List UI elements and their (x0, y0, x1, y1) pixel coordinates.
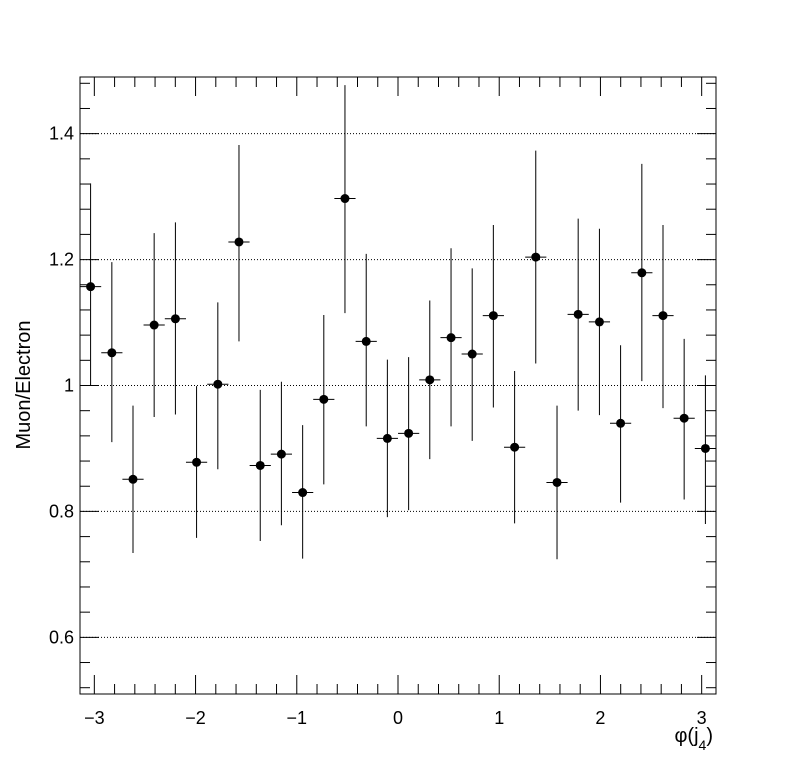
data-point (525, 150, 547, 364)
marker (404, 428, 414, 438)
data-point (185, 386, 208, 538)
marker (128, 474, 138, 484)
data-point (122, 405, 144, 553)
marker (149, 320, 159, 330)
data-point (631, 163, 653, 382)
marker (425, 375, 435, 385)
marker (467, 349, 477, 359)
data-point (249, 389, 271, 542)
marker (616, 418, 626, 428)
marker (340, 194, 350, 204)
y-tick-label: 1.2 (49, 250, 74, 270)
marker (446, 333, 456, 343)
marker (552, 477, 562, 487)
data-point (101, 262, 123, 443)
data-point (504, 371, 526, 524)
marker (234, 237, 244, 247)
x-tick-label: 3 (697, 708, 707, 728)
data-point (207, 302, 229, 470)
x-tick-label: −1 (287, 708, 308, 728)
data-point (482, 224, 504, 408)
marker (488, 311, 498, 321)
data-point (376, 359, 398, 518)
data-point (398, 357, 420, 511)
data-point (334, 85, 356, 314)
x-tick-label: 1 (494, 708, 504, 728)
data-point (164, 222, 187, 415)
data-point (588, 228, 611, 416)
data-point (567, 218, 589, 411)
data-point (270, 381, 292, 526)
y-tick-label: 0.6 (49, 627, 74, 647)
marker (319, 394, 329, 404)
data-point (673, 338, 695, 500)
marker (192, 457, 202, 467)
marker (255, 460, 265, 470)
marker (382, 433, 392, 443)
x-tick-label: 0 (393, 708, 403, 728)
marker (573, 309, 583, 319)
x-tick-label: 2 (595, 708, 605, 728)
marker (361, 336, 371, 346)
marker (170, 314, 180, 324)
data-point (419, 300, 441, 460)
marker (594, 317, 604, 327)
marker (679, 413, 689, 423)
axis-ticks (80, 77, 716, 694)
y-tick-label: 1.4 (49, 124, 74, 144)
data-point (292, 425, 314, 559)
marker (86, 282, 96, 292)
marker (637, 268, 647, 278)
x-tick-label: −3 (84, 708, 105, 728)
grid (80, 133, 716, 638)
x-axis-title-subscript: 4 (699, 737, 707, 753)
marker (107, 348, 117, 358)
x-axis-title-main: φ(j (674, 725, 698, 747)
marker (510, 442, 520, 452)
marker (276, 449, 286, 459)
data-point (461, 268, 483, 441)
marker (658, 311, 668, 321)
x-tick-labels: −3 −2 −1 0 1 2 3 (84, 708, 707, 728)
data-point (228, 144, 250, 342)
data-point (546, 405, 568, 560)
data-point (609, 345, 632, 503)
data-point (79, 183, 102, 386)
data-point (313, 314, 335, 485)
data-point (440, 248, 462, 427)
data-point (694, 375, 717, 525)
y-tick-label: 1 (64, 376, 74, 396)
x-axis-title-close: ) (706, 725, 713, 747)
x-axis-title: φ(j4) (674, 725, 713, 753)
y-tick-label: 0.8 (49, 501, 74, 521)
data-point (355, 253, 377, 427)
marker (213, 379, 223, 389)
marker (531, 252, 541, 262)
x-tick-label: −2 (185, 708, 206, 728)
marker (298, 488, 308, 498)
marker (700, 443, 710, 453)
data-point (652, 224, 674, 409)
data-points (79, 85, 717, 560)
y-axis-title: Muon/Electron (13, 321, 35, 450)
data-point (143, 233, 165, 417)
y-tick-labels: 0.6 0.8 1 1.2 1.4 (49, 124, 74, 648)
